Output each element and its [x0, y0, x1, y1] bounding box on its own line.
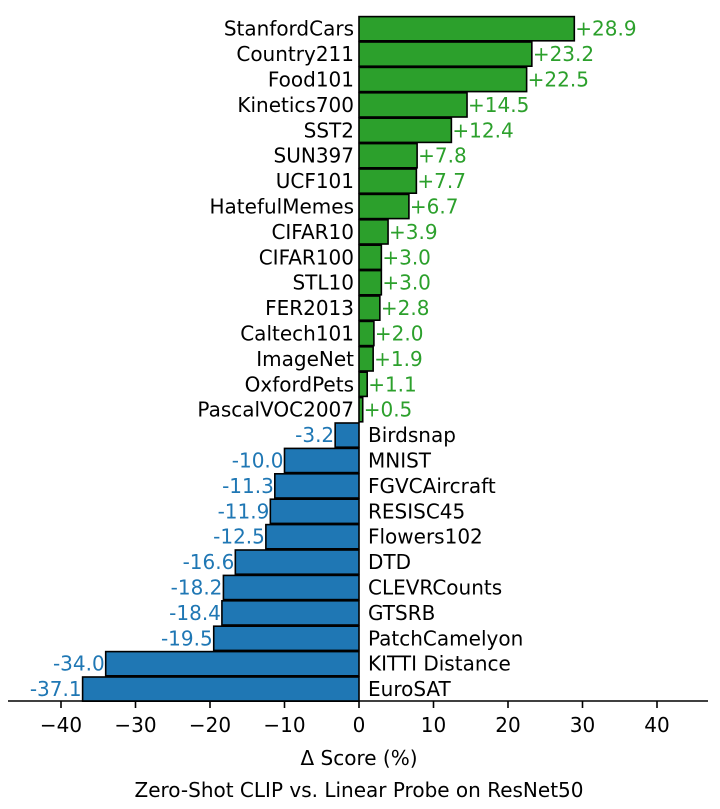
bar — [274, 472, 360, 499]
category-label: Food101 — [268, 68, 354, 92]
x-tick-label: 0 — [353, 713, 366, 737]
x-tick-label: 10 — [421, 713, 446, 737]
bar — [358, 371, 368, 398]
category-labels: StanfordCarsCountry211Food101Kinetics700… — [197, 17, 523, 701]
bar — [81, 676, 360, 703]
bar — [358, 15, 576, 42]
value-label: -34.0 — [53, 652, 105, 676]
x-tick-label: 20 — [495, 713, 520, 737]
bars-group — [81, 15, 576, 703]
value-label: +3.0 — [382, 245, 431, 269]
value-label: -3.2 — [295, 423, 334, 447]
value-label: -11.9 — [218, 499, 270, 523]
category-label: Kinetics700 — [237, 93, 354, 117]
value-label: +3.9 — [389, 220, 438, 244]
value-label: +14.5 — [468, 93, 529, 117]
category-label: StanfordCars — [224, 17, 354, 41]
bar — [269, 498, 360, 525]
category-label: STL10 — [292, 271, 354, 295]
category-label: PascalVOC2007 — [197, 398, 354, 422]
category-label: UCF101 — [276, 169, 354, 193]
value-label: +6.7 — [410, 195, 459, 219]
bar — [358, 117, 453, 144]
value-label: +3.0 — [382, 271, 431, 295]
value-label: +28.9 — [575, 17, 636, 41]
bar — [334, 422, 360, 449]
category-label: Birdsnap — [368, 423, 456, 447]
category-label: EuroSAT — [368, 677, 452, 701]
bar — [212, 625, 360, 652]
bar — [358, 193, 410, 220]
category-label: FGVCAircraft — [368, 474, 496, 498]
value-label: -11.3 — [222, 474, 274, 498]
category-label: OxfordPets — [245, 372, 354, 396]
x-tick-label: −40 — [40, 713, 82, 737]
bar — [222, 574, 360, 601]
value-label: -16.6 — [183, 550, 235, 574]
bar — [265, 523, 360, 550]
value-label: -10.0 — [232, 449, 284, 473]
value-label: -18.2 — [171, 576, 223, 600]
value-label: -19.5 — [161, 626, 213, 650]
value-label: -12.5 — [213, 525, 265, 549]
bar — [104, 650, 360, 677]
bar — [358, 396, 364, 423]
x-tick-label: −30 — [114, 713, 156, 737]
value-labels: +28.9+23.2+22.5+14.5+12.4+7.8+7.7+6.7+3.… — [30, 17, 637, 701]
category-label: GTSRB — [368, 601, 435, 625]
category-label: DTD — [368, 550, 411, 574]
category-label: KITTI Distance — [368, 652, 511, 676]
value-label: -18.4 — [169, 601, 221, 625]
bar — [358, 142, 418, 169]
x-axis-label: Δ Score (%) — [300, 746, 417, 770]
value-label: +2.0 — [375, 322, 424, 346]
value-label: +1.9 — [374, 347, 423, 371]
bar — [358, 320, 375, 347]
bar — [358, 269, 383, 296]
bar — [358, 168, 418, 195]
category-label: SST2 — [304, 118, 354, 142]
value-label: -37.1 — [30, 677, 82, 701]
category-label: ImageNet — [256, 347, 354, 371]
category-label: CIFAR100 — [259, 245, 354, 269]
value-label: +0.5 — [364, 398, 413, 422]
value-label: +7.8 — [418, 144, 467, 168]
value-label: +12.4 — [452, 118, 513, 142]
bar — [358, 219, 389, 245]
x-tick-label: 40 — [644, 713, 669, 737]
x-axis-ticks: −40 −30 −20 −10 0 10 20 30 40 — [40, 701, 670, 737]
category-label: FER2013 — [265, 296, 354, 320]
category-label: RESISC45 — [368, 499, 465, 523]
bar — [358, 345, 374, 372]
category-label: Flowers102 — [368, 525, 483, 549]
category-label: CLEVRCounts — [368, 576, 502, 600]
chart-title: Zero-Shot CLIP vs. Linear Probe on ResNe… — [135, 778, 584, 802]
x-tick-label: −20 — [189, 713, 231, 737]
category-label: CIFAR10 — [271, 220, 354, 244]
value-label: +1.1 — [368, 372, 417, 396]
bar — [358, 244, 383, 271]
bar — [358, 66, 528, 93]
value-label: +7.7 — [417, 169, 466, 193]
category-label: SUN397 — [274, 144, 354, 168]
bar — [358, 92, 468, 118]
category-label: Country211 — [236, 42, 354, 66]
bar — [358, 295, 381, 322]
x-tick-label: −10 — [263, 713, 305, 737]
value-label: +22.5 — [528, 68, 589, 92]
category-label: MNIST — [368, 449, 432, 473]
category-label: PatchCamelyon — [368, 626, 523, 650]
bar — [358, 41, 533, 68]
value-label: +2.8 — [381, 296, 430, 320]
value-label: +23.2 — [533, 42, 594, 66]
x-tick-label: 30 — [570, 713, 595, 737]
bar — [221, 599, 360, 626]
category-label: HatefulMemes — [210, 195, 354, 219]
bar — [234, 549, 360, 576]
category-label: Caltech101 — [240, 322, 354, 346]
bar — [283, 447, 360, 474]
